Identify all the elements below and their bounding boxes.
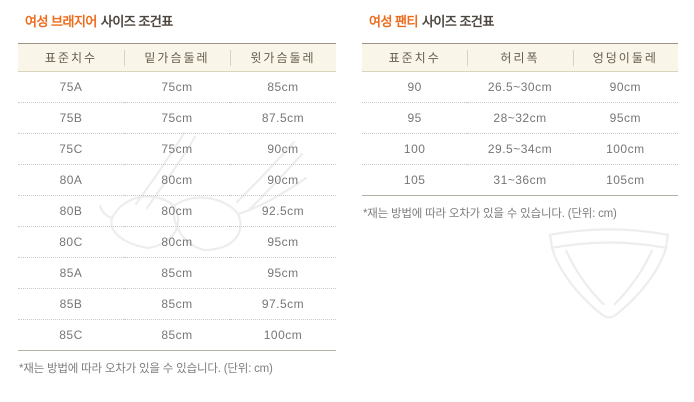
- bra-col-header-overbust: 윗가슴둘레: [230, 43, 336, 72]
- table-row: 80C 80cm 95cm: [18, 226, 336, 258]
- panty-title-highlight: 여성 팬티: [369, 14, 418, 29]
- header-divider: [572, 50, 574, 66]
- cell-size: 80B: [18, 195, 124, 227]
- header-divider: [467, 50, 469, 66]
- cell-overbust: 90cm: [230, 133, 336, 165]
- bra-title-rest: 사이즈 조건표: [100, 14, 173, 29]
- cell-size: 75B: [18, 102, 124, 134]
- cell-size: 80A: [18, 164, 124, 196]
- col-header-label: 표준치수: [388, 51, 441, 65]
- panty-col-header-hip: 엉덩이둘레: [572, 43, 678, 72]
- cell-overbust: 100cm: [230, 319, 336, 351]
- cell-underbust: 75cm: [124, 102, 230, 134]
- cell-underbust: 75cm: [124, 133, 230, 165]
- table-row: 95 28~32cm 95cm: [362, 102, 678, 134]
- cell-size: 90: [407, 80, 422, 94]
- cell-waist: 26.5~30cm: [487, 80, 553, 94]
- cell-underbust: 80cm: [124, 226, 230, 258]
- cell-overbust: 87.5cm: [230, 102, 336, 134]
- panty-col-header-waist: 허리폭: [467, 43, 573, 72]
- panty-col-header-size: 표준치수: [362, 43, 468, 72]
- bra-size-table: 표준치수 밑가슴둘레 윗가슴둘레 75A 75cm 85cm 75B 75cm 87.5…: [18, 43, 336, 351]
- table-row: 90 26.5~30cm 90cm: [362, 72, 678, 103]
- cell-underbust: 85cm: [124, 319, 230, 351]
- cell-size: 95: [362, 102, 468, 134]
- cell-overbust: 92.5cm: [230, 195, 336, 227]
- bra-size-panel: 여성 브래지어 사이즈 조건표 표준치수 밑가슴둘레 윗가슴둘레 75A 75cm 8…: [18, 14, 336, 376]
- table-row: 80A 80cm 90cm: [18, 164, 336, 196]
- table-row: 80B 80cm 92.5cm: [18, 195, 336, 227]
- cell-underbust: 80cm: [124, 164, 230, 196]
- table-row: 75C 75cm 90cm: [18, 133, 336, 165]
- table-row: 85C 85cm 100cm: [18, 319, 336, 351]
- bra-col-header-underbust: 밑가슴둘레: [124, 43, 230, 72]
- cell-overbust: 95cm: [230, 226, 336, 258]
- cell-size: 85B: [18, 288, 124, 320]
- col-header-label: 윗가슴둘레: [250, 51, 316, 65]
- cell-hip: 100cm: [572, 133, 678, 165]
- cell-overbust: 95cm: [230, 257, 336, 289]
- table-row: 105 31~36cm 105cm: [362, 164, 678, 196]
- panty-title-rest: 사이즈 조건표: [421, 14, 494, 29]
- cell-size: 75A: [59, 80, 83, 94]
- cell-waist: 29.5~34cm: [467, 133, 573, 165]
- panty-table-title: 여성 팬티 사이즈 조건표: [369, 14, 678, 30]
- cell-size: 85C: [18, 319, 124, 351]
- table-row: 75A 75cm 85cm: [18, 72, 336, 103]
- col-header-label: 허리폭: [500, 51, 540, 65]
- cell-overbust: 90cm: [230, 164, 336, 196]
- cell-size: 85A: [18, 257, 124, 289]
- cell-hip: 105cm: [572, 164, 678, 196]
- cell-hip: 90cm: [609, 80, 641, 94]
- bra-col-header-size: 표준치수: [18, 43, 124, 72]
- bra-title-highlight: 여성 브래지어: [25, 14, 97, 29]
- cell-underbust: 85cm: [124, 288, 230, 320]
- cell-size: 75C: [18, 133, 124, 165]
- cell-underbust: 85cm: [124, 257, 230, 289]
- header-divider: [230, 50, 231, 66]
- cell-size: 105: [362, 164, 468, 196]
- panty-size-panel: 여성 팬티 사이즈 조건표 표준치수 허리폭 엉덩이둘레 90 26.5~30cm 9…: [362, 14, 678, 319]
- cell-size: 80C: [18, 226, 124, 258]
- panty-outline-icon: [548, 228, 670, 319]
- cell-waist: 31~36cm: [467, 164, 573, 196]
- table-row: 100 29.5~34cm 100cm: [362, 133, 678, 165]
- cell-underbust: 75cm: [161, 80, 193, 94]
- panty-header-row: 표준치수 허리폭 엉덩이둘레: [362, 43, 678, 72]
- table-row: 75B 75cm 87.5cm: [18, 102, 336, 134]
- table-row: 85B 85cm 97.5cm: [18, 288, 336, 320]
- cell-underbust: 80cm: [124, 195, 230, 227]
- cell-waist: 28~32cm: [467, 102, 573, 134]
- cell-overbust: 97.5cm: [230, 288, 336, 320]
- cell-overbust: 85cm: [267, 80, 299, 94]
- panty-size-table: 표준치수 허리폭 엉덩이둘레 90 26.5~30cm 90cm 95 28~32cm…: [362, 43, 678, 196]
- bra-header-row: 표준치수 밑가슴둘레 윗가슴둘레: [18, 43, 336, 72]
- cell-size: 100: [362, 133, 468, 165]
- measure-note: *재는 방법에 따라 오차가 있을 수 있습니다. (단위: cm): [19, 363, 273, 375]
- bra-table-title: 여성 브래지어 사이즈 조건표: [25, 14, 336, 30]
- col-header-label: 밑가슴둘레: [144, 51, 210, 65]
- table-row: 85A 85cm 95cm: [18, 257, 336, 289]
- header-divider: [124, 50, 125, 66]
- measure-note: *재는 방법에 따라 오차가 있을 수 있습니다. (단위: cm): [363, 208, 617, 220]
- col-header-label: 엉덩이둘레: [592, 51, 658, 65]
- cell-hip: 95cm: [572, 102, 678, 134]
- col-header-label: 표준치수: [44, 51, 98, 65]
